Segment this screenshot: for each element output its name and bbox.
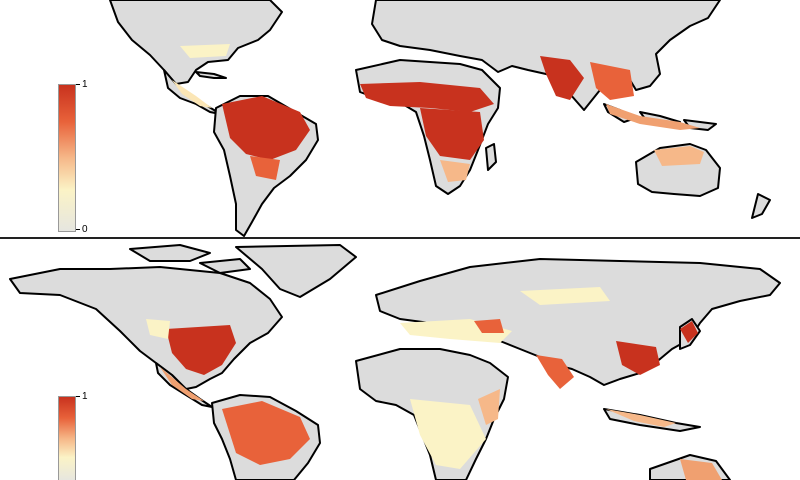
heat-central-africa: [420, 108, 484, 160]
legend-max-label-top: 1: [82, 79, 88, 90]
legend-tick-max-bottom: [76, 396, 80, 397]
legend-tick-max-top: [76, 84, 80, 85]
heat-indonesia: [606, 104, 700, 130]
heat-southern-africa: [440, 160, 470, 182]
panel-divider: [0, 237, 800, 239]
heat-china: [616, 341, 660, 375]
landmass-cuba: [195, 71, 227, 79]
heat-russia: [520, 287, 610, 305]
landmass-eurasia: [371, 0, 721, 111]
heat-africa: [410, 399, 486, 469]
landmass-north-america: [9, 266, 283, 390]
landmass-north-america: [109, 0, 283, 85]
heat-se-asia: [590, 62, 634, 100]
color-scale-legend-top: [58, 84, 76, 232]
heat-australia: [680, 459, 722, 480]
heat-india: [536, 355, 574, 389]
map-panel-bottom: 1: [0, 239, 800, 480]
color-scale-legend-bottom: [58, 396, 76, 480]
legend-max-label-bottom: 1: [82, 391, 88, 402]
world-map-bottom: [9, 244, 781, 480]
heat-north-america: [180, 44, 230, 58]
world-map-top: [109, 0, 771, 237]
landmass-madagascar: [485, 143, 497, 171]
heat-eastern-us: [166, 325, 236, 375]
heat-us-plains: [146, 319, 170, 339]
heat-amazon: [222, 401, 310, 465]
heat-layer-bottom: [146, 287, 722, 480]
heat-layer-top: [172, 44, 704, 182]
heat-black-sea: [474, 319, 504, 333]
map-panel-top: 1 0: [0, 0, 800, 237]
heat-north-australia: [654, 146, 704, 166]
landmass-central-america: [155, 362, 213, 408]
heat-japan: [680, 321, 698, 343]
heat-east-africa: [478, 389, 500, 425]
landmass-arctic-islands: [129, 244, 251, 274]
heat-sahel: [360, 82, 494, 112]
heat-indonesia: [606, 409, 676, 427]
legend-tick-min-top: [76, 229, 80, 230]
heat-south-brazil: [250, 156, 280, 180]
heat-central-america: [172, 80, 212, 108]
landmass-greenland: [235, 244, 357, 298]
heat-india: [540, 56, 584, 100]
landmass-new-zealand: [751, 193, 771, 219]
legend-min-label-top: 0: [82, 224, 88, 235]
heat-amazon: [222, 96, 310, 160]
